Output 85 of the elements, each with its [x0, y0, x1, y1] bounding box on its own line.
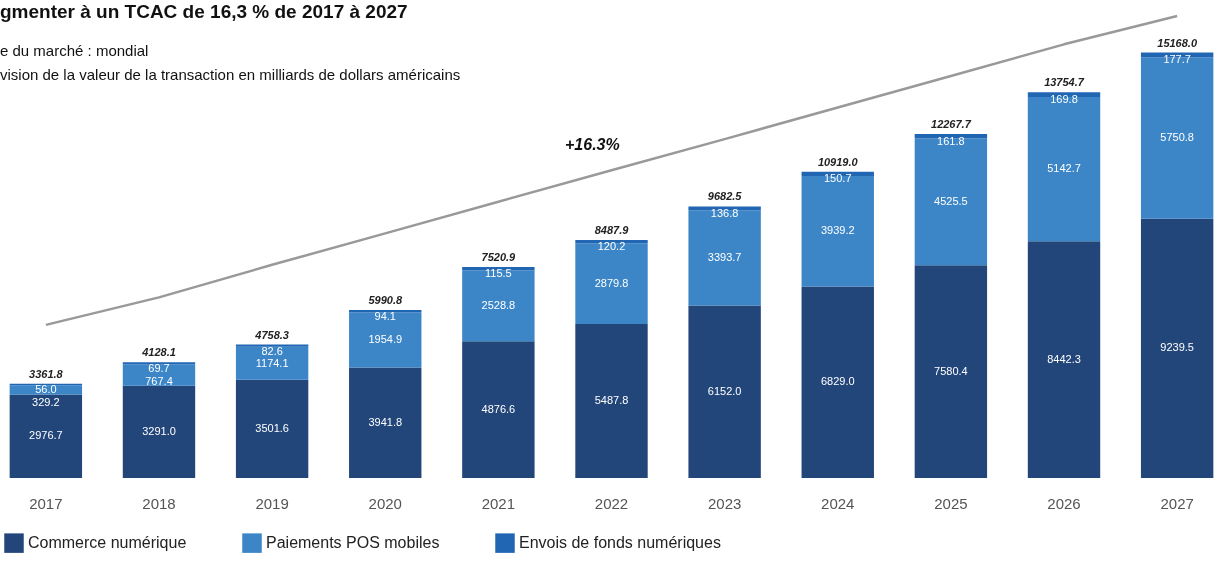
x-tick-label: 2022 — [594, 494, 629, 512]
bar — [1027, 96, 1101, 242]
data-label: 82.6 — [261, 344, 283, 357]
bar — [235, 379, 309, 478]
total-label: 3361.8 — [29, 367, 64, 380]
data-label: 2976.7 — [29, 429, 63, 442]
bar — [9, 385, 83, 395]
data-label: 6152.0 — [707, 384, 742, 397]
data-label: 7580.4 — [934, 364, 968, 377]
data-label: 94.1 — [374, 310, 396, 323]
data-label: 1954.9 — [368, 333, 403, 346]
bar — [801, 175, 874, 287]
data-label: 1174.1 — [255, 357, 289, 370]
total-label: 7520.9 — [481, 251, 517, 264]
bar — [1140, 218, 1214, 478]
bar — [575, 243, 648, 325]
legend-label: Commerce numérique — [28, 534, 187, 552]
bar — [462, 270, 535, 342]
x-tick-label: 2027 — [1160, 494, 1194, 512]
data-label: 56.0 — [35, 383, 57, 396]
data-label: 5142.7 — [1047, 162, 1081, 175]
x-tick-label: 2026 — [1047, 494, 1081, 512]
bar — [688, 305, 761, 478]
bar — [688, 206, 761, 211]
data-label: 4525.5 — [934, 194, 968, 207]
data-label: 150.7 — [823, 172, 852, 185]
bar — [688, 210, 761, 306]
data-label: 2528.8 — [481, 298, 516, 311]
bar — [801, 286, 874, 478]
data-label: 136.8 — [710, 206, 739, 219]
data-label: 8442.3 — [1047, 352, 1081, 365]
total-label: 9682.5 — [707, 190, 743, 203]
total-label: 15168.0 — [1157, 36, 1198, 49]
bar — [235, 346, 309, 380]
legend-label: Paiements POS mobiles — [266, 534, 440, 552]
data-label: 161.8 — [937, 134, 965, 147]
data-label: 3291.0 — [142, 424, 176, 437]
x-tick-label: 2024 — [821, 494, 855, 512]
bar — [349, 312, 422, 368]
x-tick-label: 2021 — [481, 494, 516, 512]
data-label: 69.7 — [148, 362, 170, 375]
bar — [575, 324, 648, 478]
data-label: 3941.8 — [368, 415, 403, 428]
data-label: 9239.5 — [1160, 341, 1194, 354]
total-label: 4128.1 — [141, 346, 176, 359]
data-label: 6829.0 — [820, 375, 855, 388]
bar — [9, 394, 83, 478]
data-label: 329.2 — [32, 396, 60, 409]
bar — [1027, 241, 1101, 478]
legend-label: Envois de fonds numériques — [519, 534, 721, 552]
data-label: 3393.7 — [707, 250, 742, 263]
data-label: 3501.6 — [255, 421, 289, 434]
x-tick-label: 2025 — [934, 494, 968, 512]
data-label: 4876.6 — [481, 402, 516, 415]
data-label: 177.7 — [1163, 53, 1191, 66]
total-label: 5990.8 — [368, 293, 403, 306]
data-label: 2879.8 — [594, 276, 629, 289]
bar — [349, 367, 422, 478]
bar — [462, 341, 535, 478]
x-tick-label: 2019 — [255, 494, 289, 512]
x-tick-label: 2023 — [707, 494, 742, 512]
total-label: 13754.7 — [1044, 76, 1085, 89]
data-label: 3939.2 — [820, 224, 855, 237]
data-label: 115.5 — [485, 267, 512, 280]
total-label: 8487.9 — [594, 223, 630, 236]
total-label: 12267.7 — [931, 117, 972, 130]
bar — [122, 385, 196, 478]
x-tick-label: 2017 — [29, 494, 63, 512]
data-label: 767.4 — [145, 374, 173, 387]
data-label: 5750.8 — [1160, 131, 1194, 144]
bar — [1027, 92, 1101, 97]
annotation: +16.3% — [565, 136, 620, 154]
x-tick-label: 2020 — [368, 494, 402, 512]
text: e du marché : mondial vision de la valeur de la transaction en milliards de dollars américains — [0, 41, 461, 85]
bar — [1140, 57, 1214, 219]
data-label: 169.8 — [1050, 92, 1078, 105]
data-label: 120.2 — [597, 240, 626, 253]
text: gmenter à un TCAC de 16,3 % de 2017 à 2027 — [0, 1, 408, 23]
bar — [349, 309, 422, 313]
data-label: 5487.8 — [594, 394, 629, 407]
bar — [914, 138, 988, 266]
x-tick-label: 2018 — [142, 494, 176, 512]
total-label: 4758.3 — [254, 328, 289, 341]
total-label: 10919.0 — [817, 155, 859, 168]
bar — [914, 265, 988, 478]
